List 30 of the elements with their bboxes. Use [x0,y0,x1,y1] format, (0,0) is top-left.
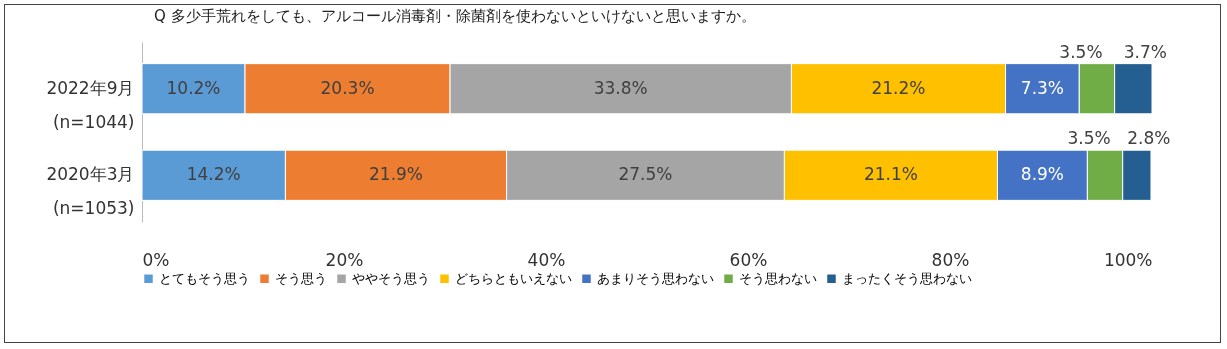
data-label: 7.3% [1020,77,1065,98]
data-label: 2.8% [1127,128,1171,149]
data-label: 3.5% [1067,128,1111,149]
legend-label: まったくそう思わない [842,270,972,286]
legend-label: そう思う [275,270,327,286]
y-tick-label: 2022年9月 (n=1044) [46,77,135,132]
data-label: 8.9% [1020,164,1065,185]
x-tick-label: 60% [729,249,768,270]
data-label: 10.2% [166,77,221,98]
x-tick-label: 40% [527,249,566,270]
legend-label: あまりそう思わない [597,270,714,286]
x-tick-label: 80% [931,249,970,270]
data-label: 27.5% [618,164,673,185]
data-label: 21.1% [863,164,918,185]
legend-label: どちらともいえない [455,270,572,286]
data-label: 3.7% [1123,41,1167,62]
legend-label: とてもそう思う [159,270,250,286]
data-label: 21.9% [369,164,424,185]
data-label: 20.3% [320,77,375,98]
y-tick-label: 2020年3月 (n=1053) [46,164,135,219]
chart-title: Q 多少手荒れをしても、アルコール消毒剤・除菌剤を使わないといけないと思いますか。 [154,7,756,25]
data-label: 21.2% [871,77,926,98]
data-label: 3.5% [1059,41,1103,62]
x-tick-label: 100% [1103,249,1153,270]
data-label: 14.2% [186,164,241,185]
x-tick-label: 20% [325,249,364,270]
x-tick-label: 0% [142,249,170,270]
legend-label: ややそう思う [352,270,430,286]
data-label: 33.8% [593,77,648,98]
legend-label: そう思わない [739,270,817,286]
